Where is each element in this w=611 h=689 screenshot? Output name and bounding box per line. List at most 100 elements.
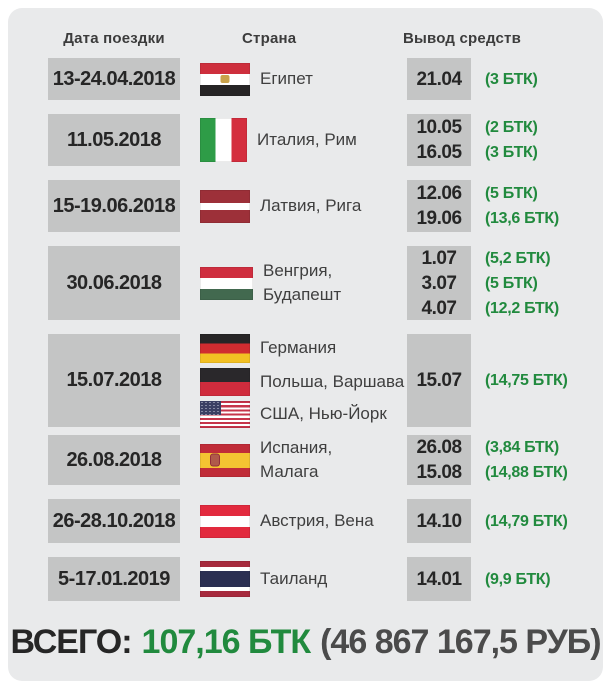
country-label: Латвия, Рига [260, 196, 362, 215]
country-label: Таиланд [260, 569, 328, 588]
trip-date-box: 11.05.2018 [48, 114, 180, 166]
trip-date-box: 5-17.01.2019 [48, 557, 180, 601]
country-column: Австрия, Вена [200, 499, 374, 543]
table-row: 15.07.2018 Германия Польша, Варшава США, Нь… [8, 333, 603, 428]
table-row: 11.05.2018 Италия, Рим 10.05 16.05 (2 БТК) (3… [8, 114, 603, 166]
country-entry: Латвия, Рига [200, 189, 362, 223]
withdrawal-amounts: (14,75 БТК) [485, 334, 568, 427]
withdrawal-dates-box: 15.07 [407, 334, 471, 427]
withdrawal-dates-box: 10.05 16.05 [407, 114, 471, 166]
withdrawal-date: 21.04 [416, 68, 462, 90]
withdrawal-amount-btc: (3,84 БТК) [485, 439, 559, 456]
withdrawal-date: 14.01 [416, 568, 462, 590]
germany-flag-icon [200, 333, 250, 363]
table-row: 15-19.06.2018 Латвия, Рига 12.06 19.06 (5 БТ… [8, 180, 603, 232]
country-entry: Испания, Малага [200, 436, 332, 484]
withdrawal-amount-btc: (5 БТК) [485, 185, 538, 202]
spain-flag-icon [200, 443, 250, 477]
trip-date-box: 30.06.2018 [48, 246, 180, 320]
country-label: Венгрия, Будапешт [263, 261, 342, 304]
country-label: Испания, Малага [260, 438, 333, 481]
withdrawal-amount-btc: (14,88 БТК) [485, 464, 568, 481]
country-entry: Германия [200, 333, 404, 363]
withdrawal-date: 12.06 [416, 183, 462, 204]
withdrawal-amounts: (3,84 БТК) (14,88 БТК) [485, 435, 568, 485]
usa-flag-icon [200, 400, 250, 428]
withdrawal-dates-box: 21.04 [407, 58, 471, 100]
withdrawal-amount-btc: (2 БТК) [485, 119, 538, 136]
withdrawal-date: 10.05 [416, 117, 462, 138]
total-label: ВСЕГО: [10, 623, 132, 661]
withdrawal-amount-btc: (12,2 БТК) [485, 299, 559, 317]
country-entry: Польша, Варшава [200, 367, 405, 396]
country-entry: Австрия, Вена [200, 504, 374, 538]
country-label: Польша, Варшава [260, 371, 405, 391]
withdrawal-amounts: (3 БТК) [485, 58, 538, 100]
country-label: США, Нью-Йорк [260, 404, 387, 423]
withdrawal-date: 16.05 [416, 142, 462, 163]
trip-date-box: 15.07.2018 [48, 334, 180, 427]
country-column: Таиланд [200, 557, 327, 601]
withdrawal-date: 14.10 [416, 510, 462, 532]
poland-flag-icon [200, 367, 250, 396]
withdrawal-amounts: (5,2 БТК) (5 БТК) (12,2 БТК) [485, 246, 559, 320]
country-column: Венгрия, Будапешт [200, 246, 341, 320]
withdrawal-amount-btc: (13,6 БТК) [485, 210, 559, 227]
table-row: 5-17.01.2019 Таиланд 14.01 (9,9 БТК) [8, 557, 603, 601]
trips-withdrawals-card: Дата поездки Страна Вывод средств 13-24.… [8, 8, 603, 681]
withdrawal-date: 15.08 [416, 462, 462, 483]
withdrawal-date: 1.07 [421, 247, 457, 269]
withdrawal-amounts: (14,79 БТК) [485, 499, 568, 543]
country-entry: Таиланд [200, 561, 327, 597]
trip-date-box: 26.08.2018 [48, 435, 180, 485]
egypt-flag-icon [200, 62, 250, 96]
country-label: Италия, Рим [257, 130, 357, 149]
withdrawal-date: 15.07 [416, 370, 462, 391]
withdrawal-amount-btc: (14,75 БТК) [485, 372, 568, 389]
country-column: Италия, Рим [200, 114, 357, 166]
withdrawal-dates-box: 14.01 [407, 557, 471, 601]
withdrawal-amount-btc: (9,9 БТК) [485, 570, 551, 588]
withdrawal-dates-box: 12.06 19.06 [407, 180, 471, 232]
trips-table-body: 13-24.04.2018 Египет 21.04 (3 БТК) 11.05.201… [8, 58, 603, 601]
country-entry: Египет [200, 62, 313, 96]
country-column: Германия Польша, Варшава США, Нью-Йорк [200, 333, 405, 428]
trip-date-box: 15-19.06.2018 [48, 180, 180, 232]
withdrawal-date: 19.06 [416, 208, 462, 229]
withdrawal-amount-btc: (5 БТК) [485, 274, 538, 292]
withdrawal-amount-btc: (5,2 БТК) [485, 249, 551, 267]
trip-date-box: 13-24.04.2018 [48, 58, 180, 100]
withdrawal-date: 4.07 [421, 297, 457, 319]
table-row: 26-28.10.2018 Австрия, Вена 14.10 (14,79 БТ… [8, 499, 603, 543]
total-line: ВСЕГО: 107,16 БТК (46 867 167,5 РУБ) [8, 623, 603, 662]
withdrawal-amounts: (9,9 БТК) [485, 557, 551, 601]
country-label: Австрия, Вена [260, 511, 374, 530]
table-header: Дата поездки Страна Вывод средств [8, 28, 603, 48]
country-entry: Италия, Рим [200, 118, 357, 162]
header-withdraw-column: Вывод средств [403, 29, 522, 47]
header-date-column: Дата поездки [63, 29, 165, 47]
trip-date-box: 26-28.10.2018 [48, 499, 180, 543]
table-row: 13-24.04.2018 Египет 21.04 (3 БТК) [8, 58, 603, 100]
table-row: 30.06.2018 Венгрия, Будапешт 1.07 3.07 4.07 (… [8, 246, 603, 320]
withdrawal-amounts: (2 БТК) (3 БТК) [485, 114, 538, 166]
withdrawal-amount-btc: (3 БТК) [485, 144, 538, 161]
country-column: Латвия, Рига [200, 180, 361, 232]
withdrawal-dates-box: 1.07 3.07 4.07 [407, 246, 471, 320]
hungary-flag-icon [200, 266, 253, 300]
withdrawal-dates-box: 26.08 15.08 [407, 435, 471, 485]
country-entry: США, Нью-Йорк [200, 400, 404, 428]
withdrawal-amounts: (5 БТК) (13,6 БТК) [485, 180, 559, 232]
table-row: 26.08.2018 Испания, Малага 26.08 15.08 (3,84… [8, 435, 603, 485]
thailand-flag-icon [200, 561, 250, 597]
latvia-flag-icon [200, 189, 250, 223]
country-entry: Венгрия, Будапешт [200, 259, 341, 307]
withdrawal-date: 3.07 [421, 272, 457, 294]
header-country-column: Страна [242, 29, 297, 47]
country-label: Египет [260, 69, 313, 88]
total-btc-value: 107,16 БТК [141, 623, 312, 661]
country-label: Германия [260, 338, 337, 357]
country-column: Испания, Малага [200, 435, 332, 485]
country-column: Египет [200, 58, 313, 100]
total-rub-value: (46 867 167,5 РУБ) [320, 623, 601, 661]
